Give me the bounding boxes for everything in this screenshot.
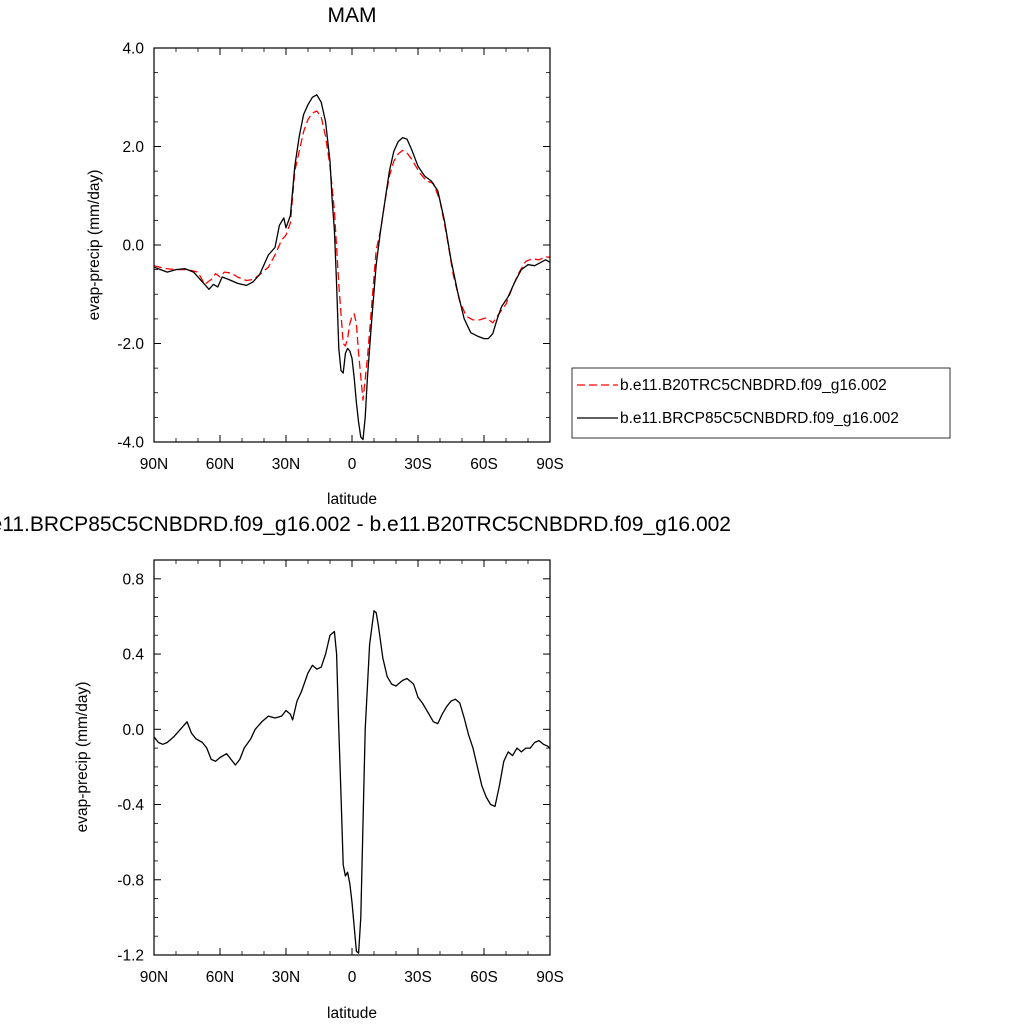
bottom-x-tick-label: 60S — [470, 969, 498, 986]
top-x-tick-label: 0 — [348, 456, 357, 473]
top-series-line-1 — [153, 110, 551, 401]
bottom-y-tick-label: -0.8 — [117, 872, 144, 889]
top-x-tick-label: 90N — [140, 456, 168, 473]
bottom-x-tick-label: 60N — [206, 969, 234, 986]
top-ticks-group: -4.0 -2.0 0.0 2.0 4.0 90N 60N 30N 0 30S 60S 90S — [117, 41, 564, 474]
legend-label-historical: b.e11.B20TRC5CNBDRD.f09_g16.002 — [620, 377, 887, 394]
top-y-tick-label: 4.0 — [122, 41, 144, 58]
bottom-series-group — [153, 610, 551, 954]
top-x-tick-label: 60N — [206, 456, 234, 473]
bottom-x-tick-label: 90S — [536, 969, 564, 986]
top-series-group — [153, 94, 551, 441]
bottom-y-tick-label: -1.2 — [117, 948, 144, 965]
bottom-x-tick-label: 30N — [272, 969, 300, 986]
legend: b.e11.B20TRC5CNBDRD.f09_g16.002 b.e11.BR… — [571, 367, 951, 439]
top-x-tick-label: 30N — [272, 456, 300, 473]
bottom-x-tick-label: 0 — [348, 969, 357, 986]
top-y-tick-label: 0.0 — [122, 238, 144, 255]
bottom-x-axis-label: latitude — [327, 1005, 377, 1022]
top-y-tick-label: -4.0 — [117, 435, 144, 452]
bottom-panel: b.e11.BRCP85C5CNBDRD.f09_g16.002 - b.e11… — [0, 513, 731, 1022]
top-y-tick-label: -2.0 — [117, 336, 144, 353]
top-plot-frame — [153, 47, 551, 443]
bottom-y-tick-label: 0.8 — [122, 571, 144, 588]
legend-box — [571, 367, 951, 439]
bottom-x-tick-label: 90N — [140, 969, 168, 986]
bottom-series-line-1 — [153, 610, 551, 954]
bottom-plot-frame — [153, 559, 551, 956]
top-x-tick-label: 30S — [404, 456, 432, 473]
bottom-title: b.e11.BRCP85C5CNBDRD.f09_g16.002 - b.e11… — [0, 513, 731, 536]
top-panel: MAM -4.0 -2.0 0.0 2.0 4.0 90N 60N 30N 0 30S 60S 90S… — [86, 4, 951, 508]
top-title: MAM — [328, 4, 377, 27]
top-y-axis-label: evap-precip (mm/day) — [86, 170, 103, 321]
top-series-line-2 — [153, 94, 551, 441]
top-x-tick-label: 90S — [536, 456, 564, 473]
bottom-ticks-group: -1.2 -0.8 -0.4 0.0 0.4 0.8 90N 60N 30N 0 30S 60S 90S — [117, 560, 564, 986]
top-x-axis-label: latitude — [327, 491, 377, 508]
bottom-y-tick-label: 0.0 — [122, 722, 144, 739]
bottom-y-tick-label: 0.4 — [122, 647, 144, 664]
bottom-y-axis-label: evap-precip (mm/day) — [74, 682, 91, 833]
legend-label-rcp85: b.e11.BRCP85C5CNBDRD.f09_g16.002 — [620, 410, 899, 427]
bottom-y-tick-label: -0.4 — [117, 797, 144, 814]
top-y-tick-label: 2.0 — [122, 139, 144, 156]
bottom-x-tick-label: 30S — [404, 969, 432, 986]
top-x-tick-label: 60S — [470, 456, 498, 473]
